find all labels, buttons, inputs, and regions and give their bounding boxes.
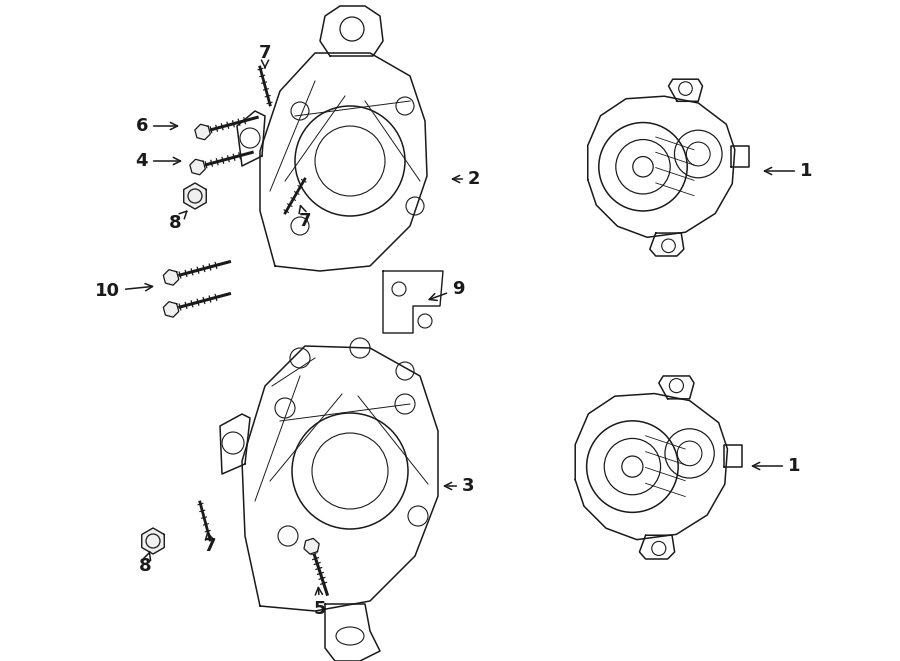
Text: 6: 6 xyxy=(136,117,177,135)
Text: 9: 9 xyxy=(429,280,464,300)
Text: 1: 1 xyxy=(764,162,813,180)
Text: 3: 3 xyxy=(445,477,474,495)
Polygon shape xyxy=(163,270,179,285)
Text: 4: 4 xyxy=(136,152,181,170)
Text: 7: 7 xyxy=(203,531,216,555)
Text: 10: 10 xyxy=(95,282,152,300)
Text: 7: 7 xyxy=(299,206,311,230)
Polygon shape xyxy=(141,528,165,554)
Polygon shape xyxy=(184,183,206,209)
Text: 8: 8 xyxy=(168,211,187,232)
Polygon shape xyxy=(163,301,179,317)
Polygon shape xyxy=(304,539,320,554)
Polygon shape xyxy=(190,159,205,175)
Text: 8: 8 xyxy=(139,551,151,575)
Text: 5: 5 xyxy=(314,588,326,618)
Polygon shape xyxy=(195,124,211,139)
Text: 1: 1 xyxy=(752,457,800,475)
Text: 2: 2 xyxy=(453,170,481,188)
Text: 7: 7 xyxy=(259,44,271,68)
